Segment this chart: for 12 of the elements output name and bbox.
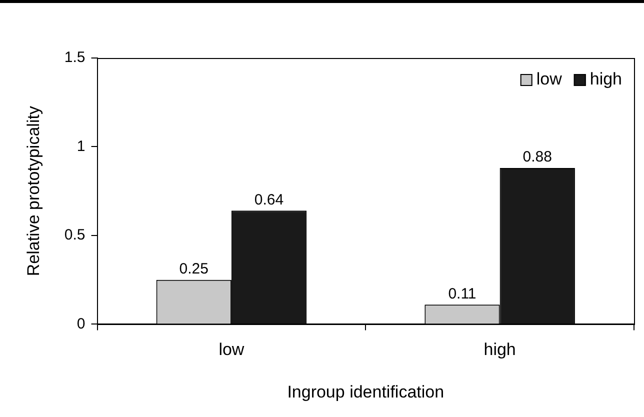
x-axis-title: Ingroup identification (287, 382, 444, 402)
legend-label: high (590, 70, 622, 89)
y-tick-label: 0.5 (64, 226, 86, 244)
data-label: 0.11 (448, 285, 476, 302)
legend-label: low (536, 70, 563, 89)
y-axis-title: Relative prototypicality (24, 106, 43, 276)
y-tick-label: 1.5 (64, 49, 86, 66)
data-label: 0.88 (522, 148, 552, 166)
y-tick-label: 0 (76, 315, 86, 332)
data-label: 0.64 (254, 191, 284, 208)
y-tick-label: 1 (76, 138, 86, 155)
data-label: 0.25 (179, 260, 208, 278)
